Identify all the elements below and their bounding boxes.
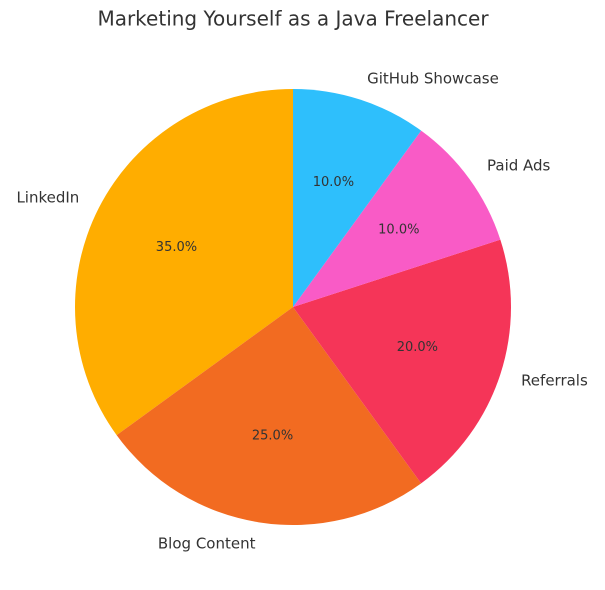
pie-slice xyxy=(116,307,422,525)
pie-slice xyxy=(293,239,511,484)
slice-label: Blog Content xyxy=(158,534,256,552)
value-label: 10.0% xyxy=(378,223,419,238)
slice-label: Paid Ads xyxy=(487,157,551,175)
value-label: 20.0% xyxy=(397,340,438,355)
value-label: 10.0% xyxy=(313,175,354,190)
value-label: 35.0% xyxy=(156,240,197,255)
pie-slice xyxy=(75,89,293,436)
pie-slice xyxy=(293,89,422,307)
value-label: 25.0% xyxy=(252,429,293,444)
chart-title: Marketing Yourself as a Java Freelancer xyxy=(97,7,489,31)
pie-slice xyxy=(293,130,501,307)
slice-label: LinkedIn xyxy=(16,189,79,207)
slice-label: GitHub Showcase xyxy=(367,69,499,87)
slice-label: Referrals xyxy=(521,372,588,390)
